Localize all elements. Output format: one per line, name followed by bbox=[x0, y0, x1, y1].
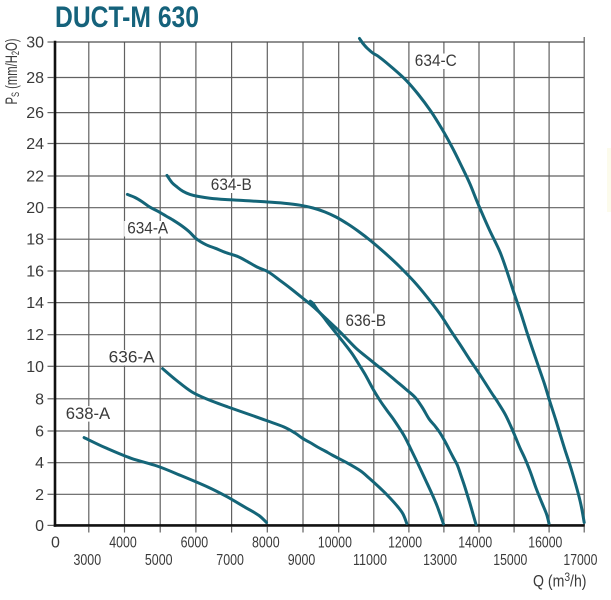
svg-text:DUCT-M 630: DUCT-M 630 bbox=[55, 1, 199, 34]
svg-text:26: 26 bbox=[26, 105, 44, 122]
svg-text:4: 4 bbox=[35, 455, 44, 472]
svg-text:0: 0 bbox=[51, 535, 60, 552]
svg-text:PS (mm/H2O): PS (mm/H2O) bbox=[3, 39, 22, 105]
svg-text:16000: 16000 bbox=[528, 535, 562, 552]
svg-text:9000: 9000 bbox=[288, 552, 316, 569]
svg-text:17000: 17000 bbox=[563, 552, 597, 569]
svg-text:12000: 12000 bbox=[388, 535, 422, 552]
svg-text:2: 2 bbox=[35, 487, 44, 504]
svg-text:24: 24 bbox=[26, 136, 44, 153]
svg-text:8: 8 bbox=[35, 391, 44, 408]
svg-text:6000: 6000 bbox=[181, 535, 209, 552]
svg-text:12: 12 bbox=[26, 327, 44, 344]
svg-text:13000: 13000 bbox=[423, 552, 457, 569]
svg-text:636-A: 636-A bbox=[109, 348, 156, 367]
svg-text:28: 28 bbox=[26, 70, 44, 87]
svg-text:8000: 8000 bbox=[252, 535, 280, 552]
svg-text:0: 0 bbox=[35, 518, 44, 535]
svg-text:15000: 15000 bbox=[493, 552, 527, 569]
svg-text:11000: 11000 bbox=[353, 552, 387, 569]
svg-text:Q (m3/h): Q (m3/h) bbox=[533, 570, 587, 591]
svg-text:20: 20 bbox=[26, 200, 44, 217]
svg-text:3000: 3000 bbox=[74, 552, 102, 569]
svg-text:634-C: 634-C bbox=[415, 51, 457, 70]
svg-text:6: 6 bbox=[35, 424, 44, 441]
svg-text:10000: 10000 bbox=[318, 535, 352, 552]
svg-text:10: 10 bbox=[26, 359, 44, 376]
svg-text:30: 30 bbox=[26, 35, 44, 52]
svg-text:18: 18 bbox=[26, 232, 44, 249]
svg-text:4000: 4000 bbox=[109, 535, 137, 552]
svg-text:636-B: 636-B bbox=[346, 311, 387, 330]
svg-text:638-A: 638-A bbox=[66, 404, 111, 423]
svg-text:16: 16 bbox=[26, 264, 44, 281]
svg-text:5000: 5000 bbox=[145, 552, 173, 569]
svg-text:14000: 14000 bbox=[458, 535, 492, 552]
svg-text:14: 14 bbox=[26, 295, 44, 312]
svg-text:634-A: 634-A bbox=[127, 219, 169, 238]
svg-text:22: 22 bbox=[26, 169, 44, 186]
svg-text:7000: 7000 bbox=[216, 552, 244, 569]
svg-text:634-B: 634-B bbox=[211, 175, 252, 194]
